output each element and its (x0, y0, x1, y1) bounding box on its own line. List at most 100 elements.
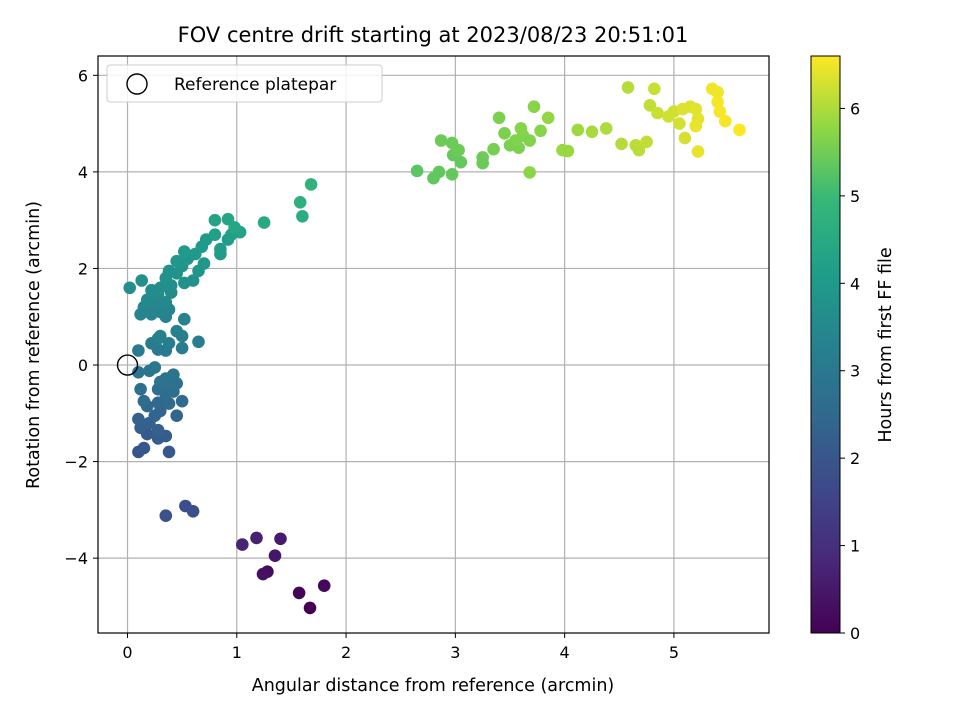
scatter-point (689, 102, 703, 116)
colorbar: 0 1 2 3 4 5 6 Hours from first FF file (810, 55, 896, 643)
scatter-point (256, 567, 270, 581)
scatter-point (132, 344, 145, 357)
scatter-point (178, 312, 191, 326)
colorbar-label: Hours from first FF file (876, 247, 896, 442)
scatter-point (274, 532, 287, 546)
legend-label: Reference platepar (174, 75, 336, 95)
y-tick-label: 6 (78, 66, 88, 85)
scatter-point (137, 441, 151, 455)
x-tick-label: 5 (669, 643, 679, 662)
scatter-point (640, 135, 653, 149)
y-tick-label: −4 (64, 549, 88, 568)
scatter-point (154, 329, 167, 343)
colorbar-tick-label: 3 (850, 362, 860, 381)
scatter-point (689, 119, 703, 133)
scatter-point (257, 216, 271, 229)
x-tick-label: 3 (450, 643, 460, 662)
scatter-point (178, 245, 191, 258)
scatter-point (476, 151, 490, 164)
legend-marker-icon (126, 73, 148, 95)
scatter-point (250, 531, 263, 545)
y-tick-label: 0 (78, 356, 88, 375)
scatter-point (134, 382, 147, 396)
scatter-point (151, 423, 165, 437)
scatter-point (186, 274, 200, 287)
scatter-point (296, 210, 309, 223)
scatter-point (303, 601, 317, 615)
scatter-point (135, 274, 148, 287)
scatter-point (514, 122, 528, 135)
scatter-point (673, 117, 686, 130)
scatter-point (445, 136, 459, 150)
scatter-point (148, 361, 162, 374)
scatter-point (167, 368, 180, 382)
scatter-point (162, 445, 176, 459)
y-tick-label: 2 (78, 259, 88, 278)
scatter-point (615, 137, 628, 151)
scatter-point (713, 105, 727, 118)
scatter-point (432, 165, 446, 179)
scatter-point (162, 337, 176, 350)
scatter-point (561, 144, 575, 158)
scatter-point (268, 549, 282, 562)
scatter-point (643, 99, 657, 112)
scatter-point (293, 196, 307, 209)
scatter-point (648, 82, 661, 96)
scatter-point (236, 538, 249, 551)
scatter-point (137, 394, 151, 408)
colorbar-ticks: 0 1 2 3 4 5 6 (840, 99, 860, 643)
scatter-point (527, 100, 541, 113)
scatter-point (733, 123, 746, 137)
legend: Reference platepar (106, 64, 383, 103)
x-tick-label: 4 (560, 643, 570, 662)
scatter-point (534, 124, 547, 138)
scatter-point (711, 85, 724, 99)
scatter-point (170, 324, 183, 338)
scatter-point (140, 293, 154, 307)
scatter-point (523, 134, 536, 147)
x-axis-label: Angular distance from reference (arcmin) (252, 676, 615, 696)
scatter-point (523, 166, 536, 179)
scatter-point (292, 586, 306, 600)
scatter-point (197, 257, 211, 270)
scatter-point (434, 134, 448, 147)
scatter-point (228, 221, 241, 234)
scatter-point (304, 178, 318, 191)
scatter-point (585, 125, 599, 139)
scatter-point (599, 122, 613, 135)
scatter-point (691, 145, 705, 158)
y-tick-label: −2 (64, 453, 88, 472)
x-tick-label: 0 (122, 643, 132, 662)
colorbar-tick-label: 5 (850, 187, 860, 206)
scatter-point (132, 366, 145, 379)
legend-box (106, 64, 383, 103)
scatter-point (410, 164, 424, 178)
scatter-point (162, 397, 176, 410)
chart-title: FOV centre drift starting at 2023/08/23 … (178, 23, 689, 47)
colorbar-gradient (810, 55, 841, 634)
scatter-point (175, 394, 189, 408)
scatter-point (208, 228, 222, 241)
scatter-point (154, 281, 167, 295)
data-points (123, 81, 746, 615)
scatter-point (317, 579, 331, 592)
scatter-point (571, 123, 585, 137)
reference-platepar-marker (116, 354, 139, 376)
scatter-point (170, 409, 183, 423)
colorbar-tick-label: 0 (850, 624, 860, 643)
scatter-point (651, 106, 664, 120)
y-axis-label: Rotation from reference (arcmin) (24, 201, 44, 489)
scatter-point (132, 412, 145, 426)
scatter-point (151, 396, 165, 410)
scatter-point (632, 143, 646, 157)
scatter-point (711, 95, 724, 109)
colorbar-tick-label: 4 (850, 274, 860, 293)
scatter-point (621, 81, 635, 94)
scatter-point (445, 168, 459, 181)
colorbar-tick-label: 2 (850, 449, 860, 468)
colorbar-tick-label: 6 (850, 99, 860, 118)
scatter-point (487, 142, 500, 156)
scatter-point (162, 264, 176, 278)
plot-frame (97, 55, 770, 634)
